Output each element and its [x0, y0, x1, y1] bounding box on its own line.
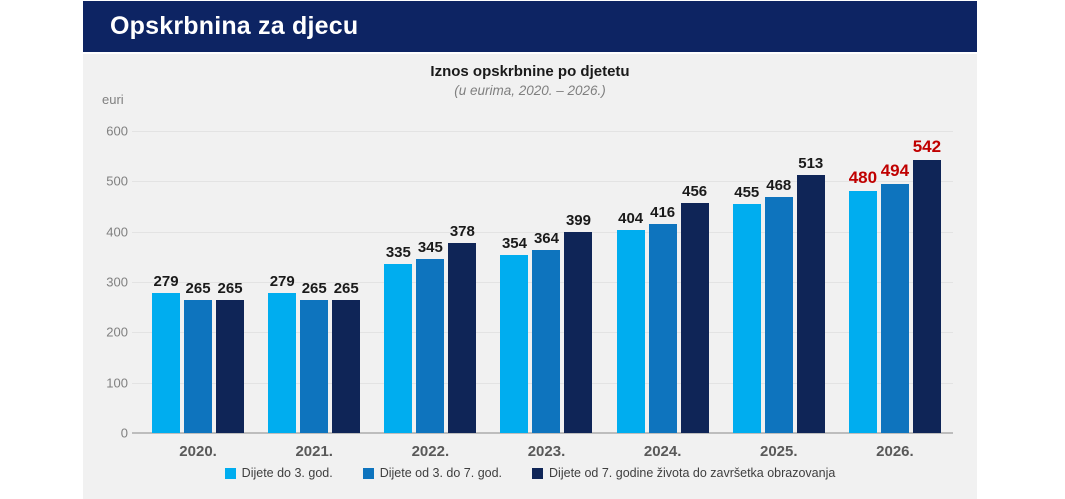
bar-value-label: 279 — [153, 272, 179, 290]
bar-group-2024: 404 416 456 — [605, 131, 721, 433]
bar: 265 — [332, 280, 361, 433]
bar: 378 — [448, 223, 477, 433]
bar: 265 — [300, 280, 329, 433]
plot-area: 279 265 265 279 265 265 335 345 378 354 364 399 404 4… — [132, 131, 953, 434]
bar: 542 — [913, 137, 941, 433]
bar-value-label: 335 — [385, 244, 411, 262]
x-axis-label: 2021. — [295, 443, 333, 460]
bar: 494 — [881, 161, 909, 433]
bar-value-label: 542 — [912, 137, 942, 157]
header-bar: Opskrbnina za djecu — [83, 1, 977, 52]
bar-value-label: 456 — [682, 183, 708, 201]
bar: 279 — [268, 273, 297, 433]
legend-label: Dijete od 3. do 7. god. — [379, 466, 503, 480]
chart-title: Iznos opskrbnine po djetetu — [430, 63, 630, 80]
bar: 279 — [152, 273, 181, 433]
bar: 364 — [532, 230, 561, 433]
bar-group-2026: 480 494 542 — [837, 131, 953, 433]
y-axis-tick-label: 600 — [106, 123, 128, 139]
bar: 416 — [648, 204, 677, 433]
y-axis-tick-label: 500 — [106, 173, 128, 189]
bar: 456 — [680, 183, 709, 433]
x-axis-label: 2023. — [527, 443, 566, 460]
bar-value-label: 480 — [848, 168, 878, 188]
bar: 480 — [849, 168, 877, 433]
x-axis-label: 2025. — [760, 443, 798, 460]
bar-value-label: 279 — [269, 272, 295, 290]
x-axis-baseline — [132, 432, 953, 434]
bar: 265 — [216, 280, 245, 433]
bar-value-label: 354 — [501, 234, 527, 252]
bar-groups: 279 265 265 279 265 265 335 345 378 354 364 399 404 4… — [140, 131, 953, 433]
y-axis: 0 100 200 300 400 500 600 — [83, 124, 128, 441]
y-axis-unit-label: euri — [102, 92, 124, 107]
bar-group-2022: 335 345 378 — [372, 131, 488, 433]
bar-value-label: 416 — [650, 203, 676, 221]
legend-label: Dijete do 3. god. — [241, 466, 333, 480]
bar-value-label: 265 — [333, 279, 359, 297]
bar: 513 — [796, 155, 825, 433]
legend-item: Dijete od 3. do 7. god. — [362, 466, 503, 480]
page-title: Opskrbnina za djecu — [110, 12, 359, 40]
bar-value-label: 265 — [217, 279, 243, 297]
gridline — [132, 131, 953, 132]
legend-item: Dijete do 3. god. — [224, 466, 333, 480]
legend-swatch — [224, 467, 236, 479]
bar-value-label: 364 — [533, 229, 559, 247]
bar-group-2020: 279 265 265 — [140, 131, 256, 433]
y-axis-tick-label: 200 — [106, 324, 128, 340]
legend-swatch — [362, 467, 374, 479]
bar-value-label: 494 — [880, 161, 910, 181]
bar: 345 — [416, 239, 445, 433]
y-axis-tick-label: 400 — [106, 224, 128, 240]
legend-swatch — [532, 467, 544, 479]
chart-panel: Iznos opskrbnine po djetetu (u eurima, 2… — [83, 54, 977, 499]
bar-value-label: 455 — [734, 183, 760, 201]
y-axis-tick-label: 300 — [106, 274, 128, 290]
bar-value-label: 404 — [618, 209, 644, 227]
x-axis-label: 2020. — [179, 443, 217, 460]
bar: 468 — [764, 177, 793, 433]
bar-value-label: 399 — [565, 212, 591, 230]
bar-group-2025: 455 468 513 — [721, 131, 837, 433]
bar-group-2021: 279 265 265 — [256, 131, 372, 433]
bar: 335 — [384, 244, 413, 433]
bar-value-label: 345 — [417, 239, 443, 257]
legend-label: Dijete od 7. godine života do završetka … — [549, 466, 836, 480]
gridline — [132, 181, 953, 183]
bar: 455 — [732, 184, 761, 433]
bar-value-label: 513 — [798, 154, 824, 172]
bar-value-label: 378 — [449, 222, 475, 240]
bar: 354 — [500, 235, 529, 433]
bar-value-label: 265 — [301, 279, 327, 297]
chart-subtitle: (u eurima, 2020. – 2026.) — [454, 83, 606, 98]
x-axis-label: 2022. — [411, 443, 450, 460]
bar: 404 — [616, 210, 645, 433]
content-band: Opskrbnina za djecu Iznos opskrbnine po … — [83, 0, 977, 499]
x-axis-label: 2024. — [643, 443, 682, 460]
gridline — [132, 231, 953, 233]
y-axis-tick-label: 100 — [106, 375, 128, 391]
x-axis: 2020. 2021. 2022. 2023. 2024. 2025. 2026. — [140, 443, 953, 460]
bar-value-label: 265 — [185, 279, 211, 297]
bar-value-label: 468 — [766, 177, 792, 195]
bar-group-2023: 354 364 399 — [488, 131, 604, 433]
y-axis-tick-label: 0 — [120, 425, 128, 441]
bar: 399 — [564, 212, 593, 433]
legend-item: Dijete od 7. godine života do završetka … — [532, 466, 835, 480]
x-axis-label: 2026. — [876, 443, 914, 460]
legend: Dijete do 3. god. Dijete od 3. do 7. god.… — [83, 466, 977, 480]
bar: 265 — [184, 280, 213, 433]
